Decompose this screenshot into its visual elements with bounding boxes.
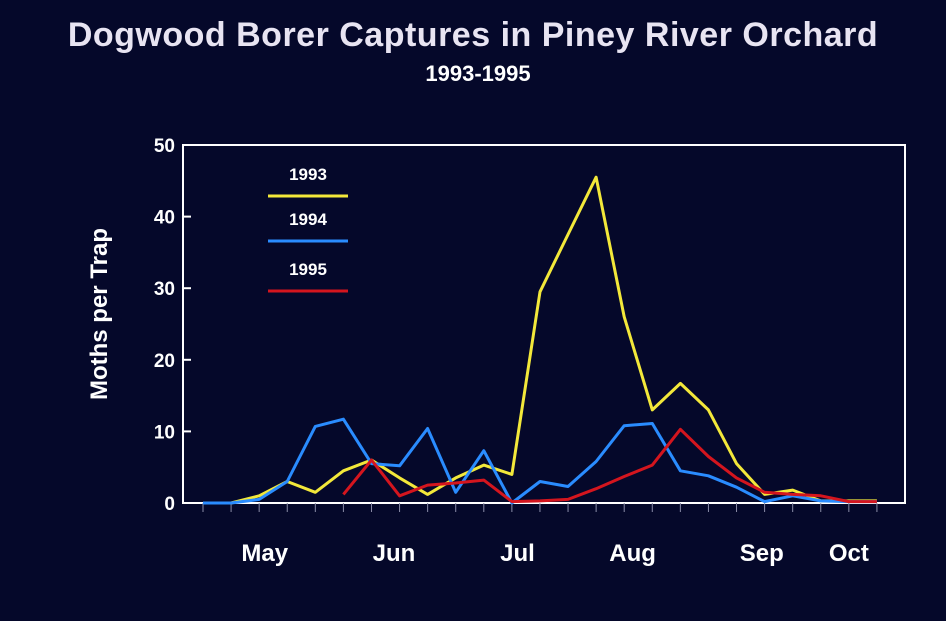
- legend-label-1993: 1993: [289, 165, 327, 184]
- month-label-oct: Oct: [829, 540, 869, 567]
- y-tick-label: 30: [154, 279, 175, 300]
- y-tick-label: 40: [154, 208, 175, 229]
- series-line-1993: [203, 175, 877, 505]
- series-line-1995: [342, 427, 877, 504]
- month-label-jun: Jun: [373, 540, 416, 567]
- month-label-may: May: [241, 540, 288, 567]
- legend-label-1994: 1994: [289, 210, 327, 229]
- legend-label-1995: 1995: [289, 260, 327, 279]
- month-label-sep: Sep: [740, 540, 784, 567]
- month-label-jul: Jul: [500, 540, 535, 567]
- chart-subtitle: 1993-1995: [425, 61, 530, 86]
- plot-area: 0 10 20 30 40 50 May Jun Jul Aug Sep Oct 1993 1994 199…: [154, 136, 906, 567]
- y-tick-label: 50: [154, 136, 175, 157]
- y-axis-title: Moths per Trap: [86, 228, 113, 400]
- y-tick-label: 10: [154, 422, 175, 443]
- chart-title: Dogwood Borer Captures in Piney River Or…: [68, 16, 878, 54]
- series-line-1994: [203, 417, 877, 505]
- y-tick-label: 20: [154, 351, 175, 372]
- month-label-aug: Aug: [609, 540, 656, 567]
- plot-frame: [182, 144, 906, 504]
- y-tick-label: 0: [164, 494, 175, 515]
